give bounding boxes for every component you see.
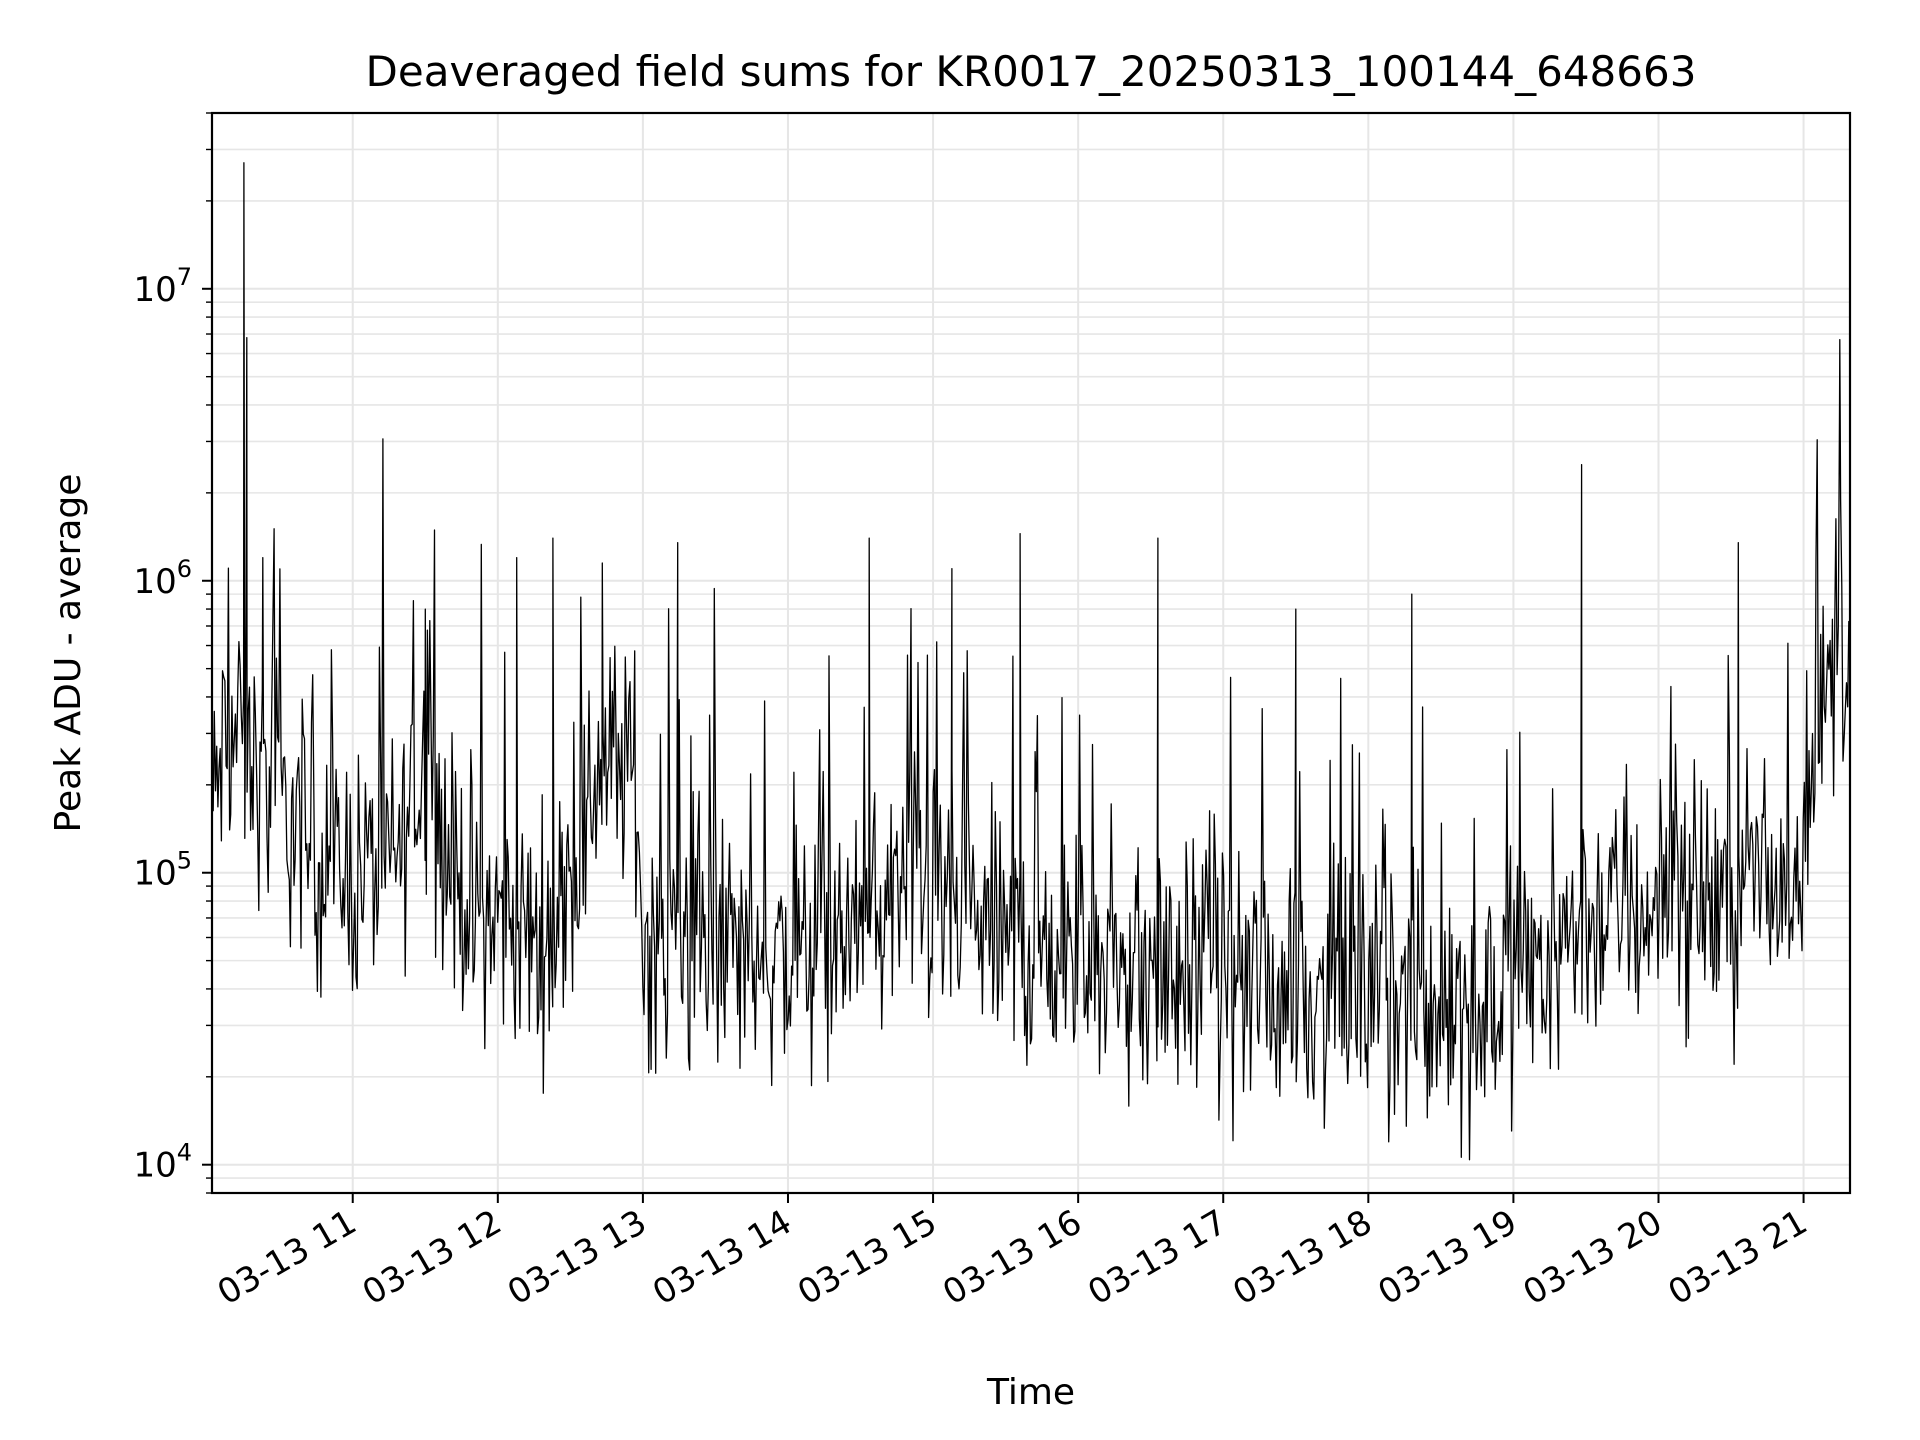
y-tick-label: 107 bbox=[133, 263, 192, 310]
x-tick-label: 03-13 11 bbox=[211, 1202, 363, 1313]
x-tick-label: 03-13 20 bbox=[1517, 1202, 1669, 1313]
y-tick-label: 104 bbox=[133, 1139, 192, 1186]
x-tick-label: 03-13 12 bbox=[356, 1202, 508, 1313]
chart-title: Deaveraged field sums for KR0017_2025031… bbox=[366, 47, 1697, 96]
grid-layer bbox=[212, 112, 1850, 1194]
y-tick-label: 106 bbox=[133, 555, 192, 602]
y-axis-label: Peak ADU - average bbox=[48, 474, 89, 833]
x-tick-label: 03-13 16 bbox=[936, 1202, 1088, 1313]
x-tick-label: 03-13 15 bbox=[791, 1202, 943, 1313]
x-axis-label: Time bbox=[986, 1372, 1075, 1413]
data-series-line bbox=[211, 162, 1851, 1161]
y-tick-label: 105 bbox=[133, 847, 192, 894]
x-tick-label: 03-13 14 bbox=[646, 1202, 798, 1313]
x-tick-label: 03-13 21 bbox=[1662, 1202, 1814, 1313]
x-tick-label: 03-13 18 bbox=[1226, 1202, 1378, 1313]
x-tick-label: 03-13 17 bbox=[1081, 1202, 1233, 1313]
x-tick-label: 03-13 13 bbox=[501, 1202, 653, 1313]
x-tick-label: 03-13 19 bbox=[1372, 1202, 1524, 1313]
plot-frame bbox=[210, 111, 1852, 1195]
series-layer bbox=[211, 162, 1851, 1161]
